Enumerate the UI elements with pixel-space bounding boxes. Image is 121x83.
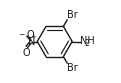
Text: N: N [28,37,35,46]
Text: −: − [18,30,25,39]
Text: O: O [22,48,30,58]
Text: Br: Br [67,10,78,20]
Text: Br: Br [67,63,78,73]
Text: 2: 2 [85,39,90,48]
Text: +: + [30,34,36,40]
Text: NH: NH [80,36,95,46]
Text: O: O [26,30,34,40]
